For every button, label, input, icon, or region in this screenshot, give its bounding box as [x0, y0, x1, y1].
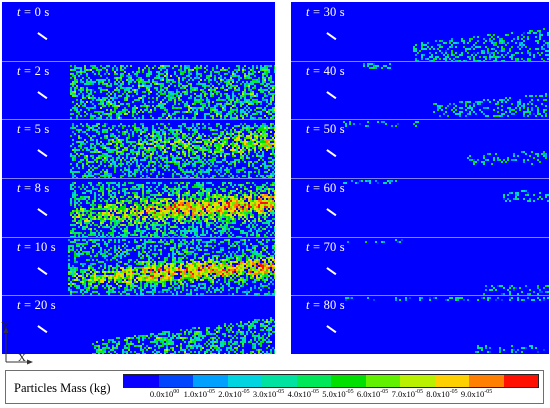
frame-divider	[2, 178, 275, 179]
time-label: t = 70 s	[306, 239, 345, 254]
colorbar-tick-label: 1.0x10-05	[183, 389, 215, 399]
colorbar-swatch	[469, 375, 504, 387]
particle-field	[70, 182, 275, 237]
colorbar	[123, 374, 539, 388]
particle-field	[413, 28, 549, 61]
colorbar-swatch	[331, 375, 366, 387]
particle-field	[92, 317, 275, 354]
colorbar-swatch	[365, 375, 400, 387]
colorbar-tick-label: 3.0x10-05	[252, 389, 285, 399]
time-label: t = 50 s	[306, 122, 345, 137]
legend-title: Particles Mass (kg)	[14, 381, 111, 395]
colorbar-legend: Particles Mass (kg) 0.0x1000 1.0x10-05 2.0…	[5, 370, 544, 404]
x-axis-label: X	[18, 352, 26, 364]
frame-divider	[2, 119, 275, 121]
colorbar-tick-label: 4.0x10-05	[287, 389, 319, 399]
colorbar-tick-label: 7.0x10-05	[391, 389, 423, 399]
colorbar-tick-label: 8.0x10-05	[426, 389, 458, 399]
frame-divider	[291, 119, 549, 121]
simulation-frame: t = 50 s	[291, 119, 549, 178]
colorbar-tick-label: 5.0x10-05	[322, 389, 354, 399]
simulation-frame: t = 8 s	[2, 178, 275, 237]
particle-field	[347, 238, 549, 295]
time-label: t = 20 s	[17, 298, 56, 313]
particle-field	[363, 62, 547, 117]
time-label: t = 2 s	[17, 63, 50, 78]
colorbar-swatch	[434, 375, 469, 387]
time-label: t = 10 s	[17, 239, 56, 254]
frame-divider	[291, 295, 549, 297]
simulation-frame: t = 30 s	[291, 2, 549, 61]
simulation-frame: t = 2 s	[2, 60, 275, 120]
frame-divider	[291, 236, 549, 238]
simulation-frame: t = 10 s	[2, 236, 275, 296]
simulation-frame: t = 60 s	[291, 178, 549, 237]
simulation-frame: t = 0 s	[2, 2, 275, 61]
colorbar-tick-label: 9.0x10-05	[460, 389, 493, 399]
particle-field	[70, 123, 275, 178]
colorbar-swatch	[158, 375, 193, 387]
colorbar-swatch	[124, 375, 159, 387]
time-label: t = 5 s	[17, 122, 50, 137]
colorbar-swatch	[503, 375, 538, 387]
particle-field	[343, 121, 547, 166]
time-label: t = 0 s	[17, 5, 50, 19]
simulation-frame: t = 20 s	[2, 295, 275, 354]
colorbar-tick-label: 2.0x10-05	[218, 389, 250, 399]
colorbar-tick-label: 0.0x1000	[149, 389, 180, 399]
time-label: t = 30 s	[306, 5, 345, 19]
simulation-frame: t = 5 s	[2, 119, 275, 178]
left-panel: t = 0 s t = 2 s t = 5 s t = 8 s t = 10 s t = …	[2, 2, 275, 354]
simulation-frame: t = 80 s	[291, 295, 549, 354]
particle-field	[68, 238, 275, 296]
simulation-frame: t = 40 s	[291, 60, 549, 120]
frame-divider	[2, 60, 275, 62]
frame-divider	[291, 60, 549, 62]
colorbar-swatch	[400, 375, 435, 387]
time-label: t = 80 s	[306, 298, 345, 313]
y-axis-label: Y	[1, 320, 9, 332]
time-label: t = 40 s	[306, 63, 345, 78]
colorbar-swatch	[227, 375, 262, 387]
axes-arrows	[3, 327, 33, 365]
right-panel: t = 30 s t = 40 s t = 50 s t = 60 s t = 70 s…	[291, 2, 549, 354]
frame-divider	[291, 178, 549, 179]
particle-field	[345, 297, 549, 354]
colorbar-swatch	[296, 375, 331, 387]
simulation-frame: t = 70 s	[291, 236, 549, 296]
colorbar-tick-label: 6.0x10-05	[356, 389, 389, 399]
colorbar-swatch	[262, 375, 297, 387]
colorbar-swatch	[193, 375, 228, 387]
frame-divider	[2, 236, 275, 238]
time-label: t = 60 s	[306, 181, 345, 195]
particle-field	[343, 180, 549, 202]
time-label: t = 8 s	[17, 181, 50, 195]
particle-field	[70, 64, 275, 120]
axes-indicator: Y X	[0, 320, 40, 368]
frame-divider	[2, 295, 275, 297]
